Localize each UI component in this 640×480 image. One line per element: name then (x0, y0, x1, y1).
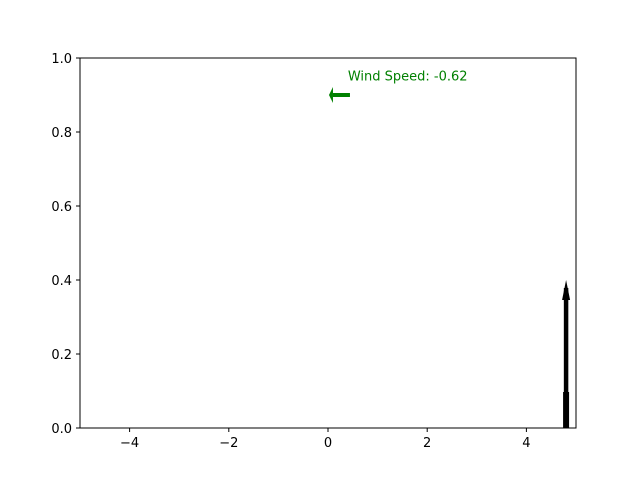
x-tick-label: 4 (522, 436, 530, 451)
y-tick-label: 0.2 (51, 348, 72, 363)
y-tick-label: 0.4 (51, 274, 72, 289)
wind-speed-label: Wind Speed: -0.62 (348, 70, 468, 85)
projectile-head (562, 280, 571, 300)
y-tick-label: 0.8 (51, 126, 72, 141)
wind-arrow-head (328, 87, 333, 103)
y-tick-label: 0.0 (51, 422, 72, 437)
upward-arrow-icon (562, 280, 571, 428)
y-tick-label: 1.0 (51, 52, 72, 67)
x-tick-label: −4 (120, 436, 139, 451)
y-axis: 0.0 0.2 0.4 0.6 0.8 1.0 (51, 52, 80, 437)
y-tick-label: 0.6 (51, 200, 72, 215)
axes-background (80, 58, 576, 428)
x-axis: −4 −2 0 2 4 (120, 428, 531, 451)
axes-area (80, 58, 576, 428)
x-tick-label: −2 (219, 436, 238, 451)
x-tick-label: 2 (423, 436, 431, 451)
projectile-base (563, 392, 570, 428)
wind-arrow-icon (328, 87, 350, 103)
x-tick-label: 0 (324, 436, 332, 451)
plot-content (328, 87, 571, 428)
